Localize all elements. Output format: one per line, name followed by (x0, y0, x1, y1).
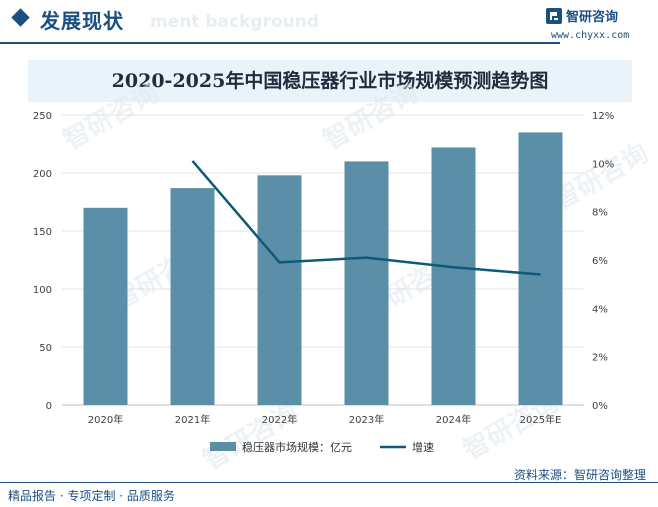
logo-url: www.chyxx.com (551, 30, 630, 41)
y-right-tick-label: 0% (592, 401, 608, 412)
logo-name: 智研咨询 (566, 10, 619, 25)
y-left-tick-label: 250 (33, 111, 52, 122)
growth-rate-line (191, 160, 541, 276)
watermark: 智研咨询 (318, 77, 424, 156)
x-tick-label: 2020年 (88, 413, 123, 426)
x-tick-label: 2024年 (436, 413, 471, 426)
x-tick-label: 2021年 (175, 413, 210, 426)
y-right-tick-label: 2% (592, 353, 608, 364)
chart-title-box: 2020-2025年中国稳压器行业市场规模预测趋势图 (28, 60, 632, 102)
bar (518, 132, 563, 405)
y-right-tick-label: 8% (592, 208, 608, 219)
y-left-tick-label: 150 (33, 227, 52, 238)
footer-slogan: 精品报告 · 专项定制 · 品质服务 (8, 489, 175, 503)
watermark: 智研咨询 (58, 77, 164, 156)
y-left-tick-label: 100 (33, 285, 52, 296)
section-title: 发展现状 (40, 9, 124, 33)
header-divider (0, 42, 560, 44)
y-left-tick-label: 200 (33, 169, 52, 180)
source-note: 资料来源：智研咨询整理 (513, 468, 646, 482)
bar (170, 188, 215, 405)
bar (431, 147, 476, 406)
chart-title: 2020-2025年中国稳压器行业市场规模预测趋势图 (111, 70, 549, 92)
header: 发展现状 ment background (0, 0, 658, 46)
bar (257, 175, 302, 405)
x-tick-label: 2022年 (262, 413, 297, 426)
header-ghost-text: ment background (150, 12, 320, 32)
bar (83, 207, 128, 405)
bar (344, 161, 389, 405)
legend-label-bar: 稳压器市场规模：亿元 (242, 440, 352, 454)
legend-label-line: 增速 (412, 440, 434, 454)
y-right-tick-label: 12% (592, 111, 614, 122)
watermark: 智研咨询 (198, 397, 304, 476)
y-left-tick-label: 0 (46, 401, 52, 412)
y-right-tick-label: 6% (592, 256, 608, 267)
y-right-tick-label: 4% (592, 304, 608, 315)
legend-swatch-bar (210, 442, 236, 451)
logo-icon (546, 8, 562, 24)
company-logo: 智研咨询 www.chyxx.com (546, 6, 646, 46)
y-left-tick-label: 50 (39, 343, 52, 354)
y-right-tick-label: 10% (592, 159, 614, 170)
x-tick-label: 2025年E (520, 413, 562, 426)
footer-divider (0, 482, 658, 483)
x-tick-label: 2023年 (349, 413, 384, 426)
watermark: 智研咨询 (548, 137, 654, 216)
